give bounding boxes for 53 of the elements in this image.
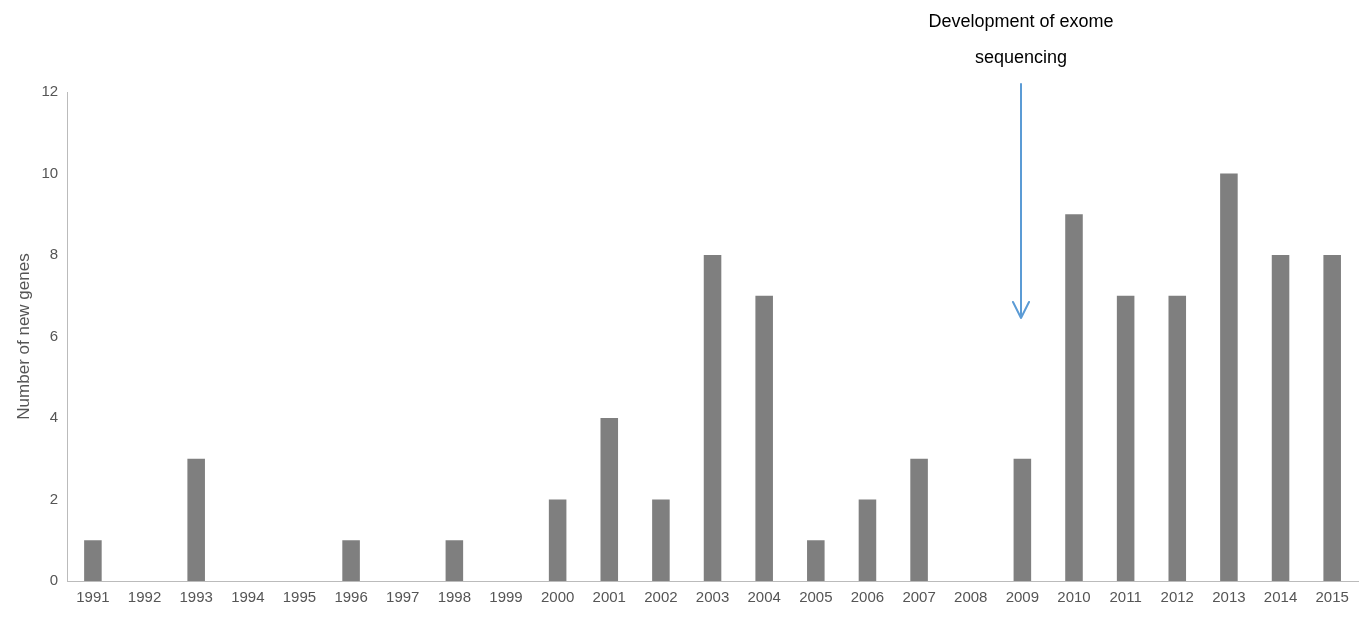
x-tick-label: 2012	[1160, 588, 1194, 606]
x-tick-label: 2015	[1315, 588, 1349, 606]
x-tick-label: 2013	[1212, 588, 1246, 606]
y-axis-title: Number of new genes	[13, 253, 33, 420]
x-tick-label: 1997	[386, 588, 420, 606]
x-tick-label: 2006	[850, 588, 885, 606]
x-tick-label: 2011	[1109, 588, 1142, 606]
x-tick-label: 1992	[127, 588, 162, 606]
y-tick-label: 8	[49, 245, 59, 263]
bar	[1065, 214, 1083, 581]
x-tick-label: 2002	[644, 588, 678, 606]
bar	[445, 540, 464, 581]
bar	[652, 499, 670, 581]
bar	[858, 499, 877, 581]
y-tick-label: 10	[41, 163, 59, 181]
x-tick-label: 1998	[437, 588, 472, 606]
x-tick-label: 2001	[592, 588, 626, 606]
x-tick-label: 2004	[747, 588, 781, 606]
bar	[755, 295, 773, 581]
bar	[910, 458, 928, 581]
bar	[1116, 295, 1135, 581]
bar	[187, 458, 205, 581]
x-tick-label: 2005	[799, 588, 833, 606]
x-tick-label: 2000	[540, 588, 575, 606]
y-tick-label: 2	[49, 489, 59, 507]
bar	[1013, 458, 1032, 581]
bar	[1323, 255, 1341, 581]
bar	[84, 540, 102, 581]
y-tick-label: 0	[49, 571, 59, 589]
x-tick-label: 1991	[76, 588, 110, 606]
y-tick-label: 4	[49, 408, 59, 426]
bar	[600, 418, 619, 581]
bar	[1220, 173, 1238, 581]
x-tick-label: 2008	[954, 588, 988, 606]
x-tick-label: 2007	[902, 588, 936, 606]
bar	[807, 540, 825, 581]
x-tick-label: 1999	[489, 588, 523, 606]
x-tick-label: 2010	[1057, 588, 1091, 606]
x-tick-label: 1994	[231, 588, 265, 606]
x-tick-label: 1996	[334, 588, 368, 606]
bar	[703, 255, 722, 581]
bar	[342, 540, 360, 581]
y-tick-label: 6	[49, 326, 59, 344]
bar	[548, 499, 567, 581]
x-tick-label: 1993	[179, 588, 213, 606]
x-tick-label: 2009	[1005, 588, 1040, 606]
x-tick-label: 2014	[1263, 588, 1298, 606]
text: Development of exome sequencing	[928, 10, 1114, 67]
bar	[1271, 255, 1290, 581]
x-tick-label: 1995	[282, 588, 317, 606]
x-tick-label: 2003	[695, 588, 730, 606]
y-tick-label: 12	[41, 82, 59, 100]
bar	[1168, 295, 1187, 581]
